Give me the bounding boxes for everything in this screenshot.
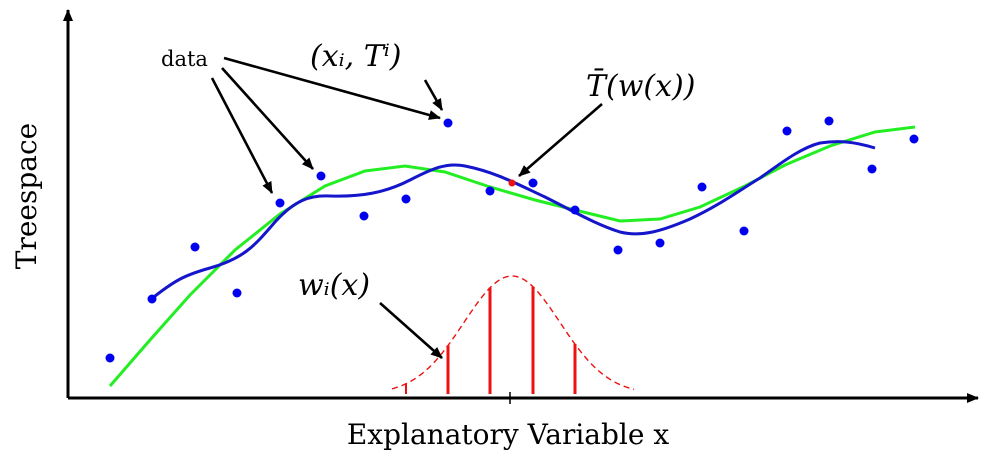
data-point — [782, 126, 792, 136]
weight-arrow — [379, 302, 443, 359]
green-fitted-curve — [108, 125, 916, 387]
blue-fitted-curve — [149, 140, 876, 302]
data-point — [105, 353, 115, 363]
data-point — [909, 134, 919, 144]
mean-curve-label: T̄(w(x)) — [586, 68, 695, 104]
mean-arrow — [518, 103, 603, 177]
annotation-arrows — [210, 56, 603, 359]
data-point — [697, 182, 707, 192]
data-point — [359, 211, 369, 221]
data-point — [147, 294, 157, 304]
weight-bars — [405, 286, 577, 394]
point-label: (xᵢ, Tⁱ) — [310, 39, 401, 74]
data-label: data — [161, 47, 208, 71]
data-point — [232, 288, 242, 298]
data-point — [867, 164, 877, 174]
data-arrow-3 — [223, 56, 441, 120]
data-arrow-1 — [210, 77, 274, 194]
data-point — [613, 245, 623, 255]
data-point — [655, 238, 665, 248]
point-arrow — [423, 79, 444, 111]
weights-label: wᵢ(x) — [298, 268, 370, 303]
y-axis-label: Treespace — [10, 123, 43, 269]
data-point — [443, 118, 453, 128]
x-axis-label: Explanatory Variable x — [347, 418, 669, 451]
data-arrow-2 — [221, 67, 314, 170]
data-point — [401, 194, 411, 204]
data-point — [275, 198, 285, 208]
data-point — [190, 242, 200, 252]
data-point — [570, 205, 580, 215]
data-point — [316, 171, 326, 181]
data-points — [105, 116, 919, 363]
mean-estimate-point — [508, 179, 516, 187]
kernel-weight-curve — [391, 275, 635, 390]
data-point — [824, 116, 834, 126]
data-point — [485, 186, 495, 196]
data-point — [739, 226, 749, 236]
data-point — [528, 178, 538, 188]
